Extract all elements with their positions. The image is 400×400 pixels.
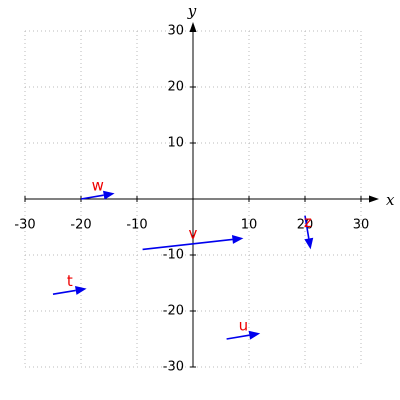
- vector-head: [103, 190, 115, 200]
- y-tick-label: -30: [163, 360, 184, 375]
- x-tick-label: 30: [353, 218, 370, 233]
- vector-head: [75, 285, 87, 295]
- x-axis-label: x: [386, 191, 395, 209]
- x-tick-label: -30: [14, 218, 35, 233]
- vector-head: [248, 330, 261, 340]
- vector-shaft: [80, 194, 104, 200]
- y-tick-label: -10: [163, 248, 184, 263]
- vector-label: u: [239, 317, 249, 335]
- y-tick-label: 30: [167, 24, 184, 39]
- y-tick-label: 10: [167, 136, 184, 151]
- x-tick-label: 10: [241, 218, 258, 233]
- y-axis-label: y: [187, 2, 197, 20]
- vector-label: v: [189, 224, 198, 242]
- vector-label: z: [304, 213, 312, 231]
- vector-head: [231, 234, 244, 244]
- vector-shaft: [304, 215, 310, 239]
- vector-shaft: [52, 289, 76, 295]
- vector-label: t: [67, 272, 73, 290]
- y-tick-label: -20: [163, 304, 184, 319]
- y-axis-arrow: [189, 22, 197, 32]
- x-tick-label: -20: [70, 218, 91, 233]
- vector-shaft: [226, 334, 250, 340]
- x-tick-label: -10: [126, 218, 147, 233]
- y-tick-label: 20: [167, 80, 184, 95]
- vector-shaft: [142, 238, 233, 251]
- x-axis-arrow: [369, 195, 379, 203]
- vector-label: w: [92, 177, 104, 195]
- x-tick-label: 20: [297, 218, 314, 233]
- vector-head: [304, 237, 314, 250]
